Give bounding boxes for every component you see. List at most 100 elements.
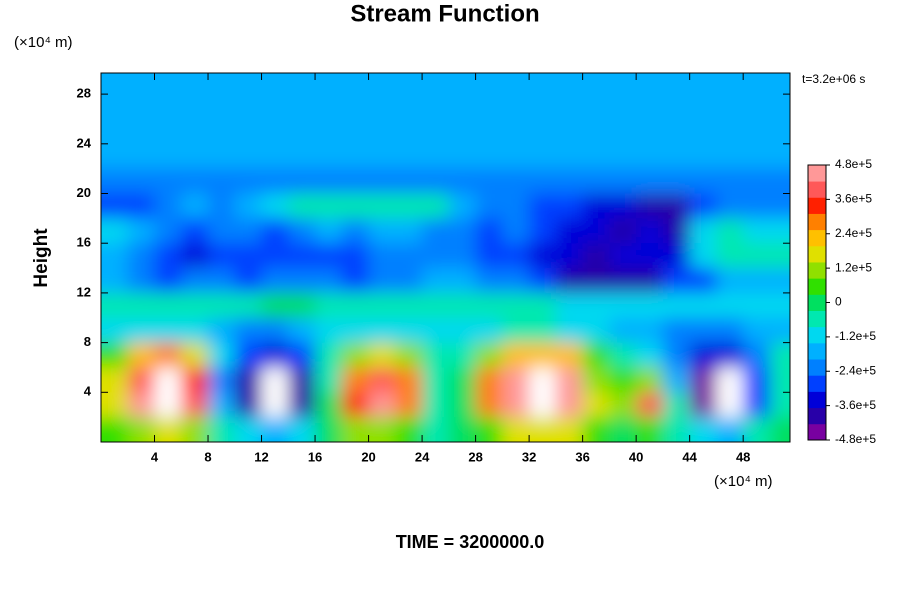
- contour-cell: [555, 143, 584, 170]
- contour-cell: [769, 417, 790, 442]
- contour-cell: [448, 143, 477, 170]
- contour-cell: [529, 118, 557, 145]
- contour-cell: [609, 417, 637, 442]
- contour-cell: [127, 392, 156, 418]
- contour-cell: [127, 73, 156, 95]
- contour-cell: [181, 94, 209, 120]
- contour-cell: [689, 292, 717, 319]
- contour-cell: [502, 317, 530, 344]
- contour-cell: [422, 168, 450, 195]
- colorbar-tick-label: -4.8e+5: [835, 432, 876, 446]
- contour-cell: [448, 292, 477, 319]
- contour-cell: [636, 268, 664, 294]
- contour-cell: [502, 73, 530, 95]
- x-tick-label: 16: [308, 449, 322, 464]
- contour-cell: [154, 193, 182, 219]
- contour-cell: [555, 342, 584, 368]
- contour-cell: [422, 118, 450, 145]
- contour-cell: [716, 292, 744, 319]
- contour-cell: [689, 143, 717, 170]
- contour-cell: [261, 143, 289, 170]
- contour-cell: [743, 268, 771, 294]
- contour-cell: [609, 392, 637, 418]
- contour-cell: [395, 73, 423, 95]
- contour-cell: [181, 168, 209, 195]
- contour-cell: [743, 367, 771, 393]
- contour-cell: [368, 317, 396, 344]
- contour-cell: [288, 367, 316, 393]
- contour-cell: [315, 73, 343, 95]
- contour-cell: [502, 392, 530, 418]
- contour-cell: [636, 118, 664, 145]
- contour-cell: [127, 317, 156, 344]
- contour-cell: [208, 342, 236, 368]
- contour-cell: [395, 118, 423, 145]
- contour-cell: [475, 218, 503, 244]
- contour-cell: [502, 367, 530, 393]
- contour-cell: [743, 168, 771, 195]
- colorbar-band: [808, 294, 826, 311]
- contour-cell: [689, 218, 717, 244]
- y-tick-label: 12: [77, 284, 91, 299]
- contour-cell: [422, 268, 450, 294]
- contour-cell: [743, 218, 771, 244]
- contour-cell: [395, 417, 423, 442]
- contour-cell: [422, 367, 450, 393]
- contour-cell: [448, 367, 477, 393]
- contour-cell: [448, 94, 477, 120]
- contour-cell: [582, 193, 610, 219]
- contour-cell: [208, 94, 236, 120]
- contour-cell: [448, 243, 477, 269]
- contour-cell: [368, 143, 396, 170]
- contour-cell: [448, 268, 477, 294]
- contour-cell: [502, 417, 530, 442]
- contour-cell: [101, 417, 129, 442]
- contour-cell: [181, 73, 209, 95]
- contour-cell: [181, 342, 209, 368]
- contour-cell: [315, 268, 343, 294]
- contour-cell: [395, 268, 423, 294]
- contour-cell: [716, 218, 744, 244]
- contour-cell: [101, 168, 129, 195]
- contour-cell: [395, 342, 423, 368]
- contour-cell: [315, 168, 343, 195]
- contour-cell: [475, 292, 503, 319]
- contour-cell: [448, 218, 477, 244]
- contour-cell: [181, 193, 209, 219]
- contour-cell: [636, 317, 664, 344]
- contour-cell: [555, 243, 584, 269]
- contour-cell: [261, 392, 289, 418]
- contour-cell: [502, 268, 530, 294]
- contour-cell: [636, 143, 664, 170]
- contour-cell: [636, 73, 664, 95]
- contour-cell: [368, 268, 396, 294]
- contour-cell: [261, 268, 289, 294]
- contour-cell: [368, 94, 396, 120]
- contour-cell: [716, 243, 744, 269]
- contour-cell: [422, 317, 450, 344]
- contour-cell: [529, 417, 557, 442]
- contour-cell: [769, 317, 790, 344]
- contour-cell: [101, 392, 129, 418]
- contour-cell: [234, 268, 263, 294]
- contour-cell: [181, 118, 209, 145]
- contour-cell: [101, 94, 129, 120]
- x-tick-label: 12: [254, 449, 268, 464]
- contour-cell: [154, 292, 182, 319]
- contour-cell: [395, 94, 423, 120]
- colorbar-tick-label: 0: [835, 295, 842, 309]
- contour-cell: [154, 367, 182, 393]
- contour-cell: [368, 168, 396, 195]
- contour-cell: [555, 193, 584, 219]
- contour-cell: [502, 243, 530, 269]
- contour-cell: [502, 218, 530, 244]
- contour-cell: [582, 317, 610, 344]
- contour-cell: [341, 342, 370, 368]
- contour-cell: [769, 94, 790, 120]
- contour-cell: [315, 218, 343, 244]
- contour-cell: [475, 73, 503, 95]
- colorbar-band: [808, 423, 826, 441]
- time-note: t=3.2e+06 s: [802, 72, 865, 86]
- contour-cell: [448, 342, 477, 368]
- contour-cell: [181, 268, 209, 294]
